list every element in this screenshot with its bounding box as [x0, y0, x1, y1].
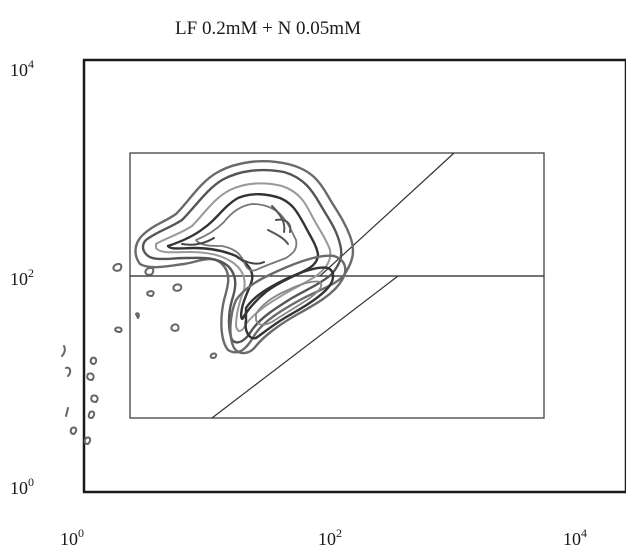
gate-lower	[129, 275, 545, 419]
contour-line	[61, 345, 66, 357]
contour-line	[172, 283, 183, 292]
contour-line	[83, 436, 92, 445]
contour-line	[112, 262, 123, 272]
contour-line	[155, 182, 332, 332]
y-tick-label: 102	[10, 266, 34, 289]
y-tick-label: 100	[10, 475, 34, 498]
y-tick-label: 104	[10, 57, 34, 80]
contour-line	[146, 290, 155, 297]
x-tick-label: 102	[318, 526, 342, 549]
contour-line	[144, 266, 155, 276]
y-axis-tick-labels: 100 102 104	[10, 57, 34, 498]
contour-line	[134, 159, 355, 354]
x-axis-tick-labels: 100 102 104	[60, 526, 587, 549]
contour-line	[65, 366, 72, 377]
plot-frame	[82, 58, 626, 494]
contour-line	[255, 280, 323, 326]
gate-diagonal-lower	[211, 275, 399, 419]
contour-line	[90, 394, 99, 403]
contour-line	[86, 372, 95, 381]
contour-line	[87, 410, 96, 419]
contour-line	[89, 356, 98, 365]
x-tick-label: 104	[563, 526, 587, 549]
gates	[129, 152, 545, 419]
contour-line	[229, 254, 347, 355]
contour-line	[166, 193, 320, 320]
contour-line	[170, 323, 180, 332]
contour-line	[267, 205, 292, 245]
contour-line	[141, 168, 343, 344]
contour-line	[114, 326, 123, 333]
contour-line	[135, 312, 140, 319]
gate-diagonal-upper	[319, 152, 455, 277]
chart-title: LF 0.2mM + N 0.05mM	[175, 18, 361, 39]
contour-line	[195, 203, 298, 272]
contour-line	[244, 266, 335, 340]
contour-line	[209, 352, 218, 359]
contour-line	[69, 426, 78, 435]
contour-line	[237, 257, 265, 265]
x-tick-label: 100	[60, 526, 84, 549]
contour-line	[65, 407, 69, 417]
contour-plot	[61, 159, 355, 445]
contour-line	[181, 237, 215, 246]
